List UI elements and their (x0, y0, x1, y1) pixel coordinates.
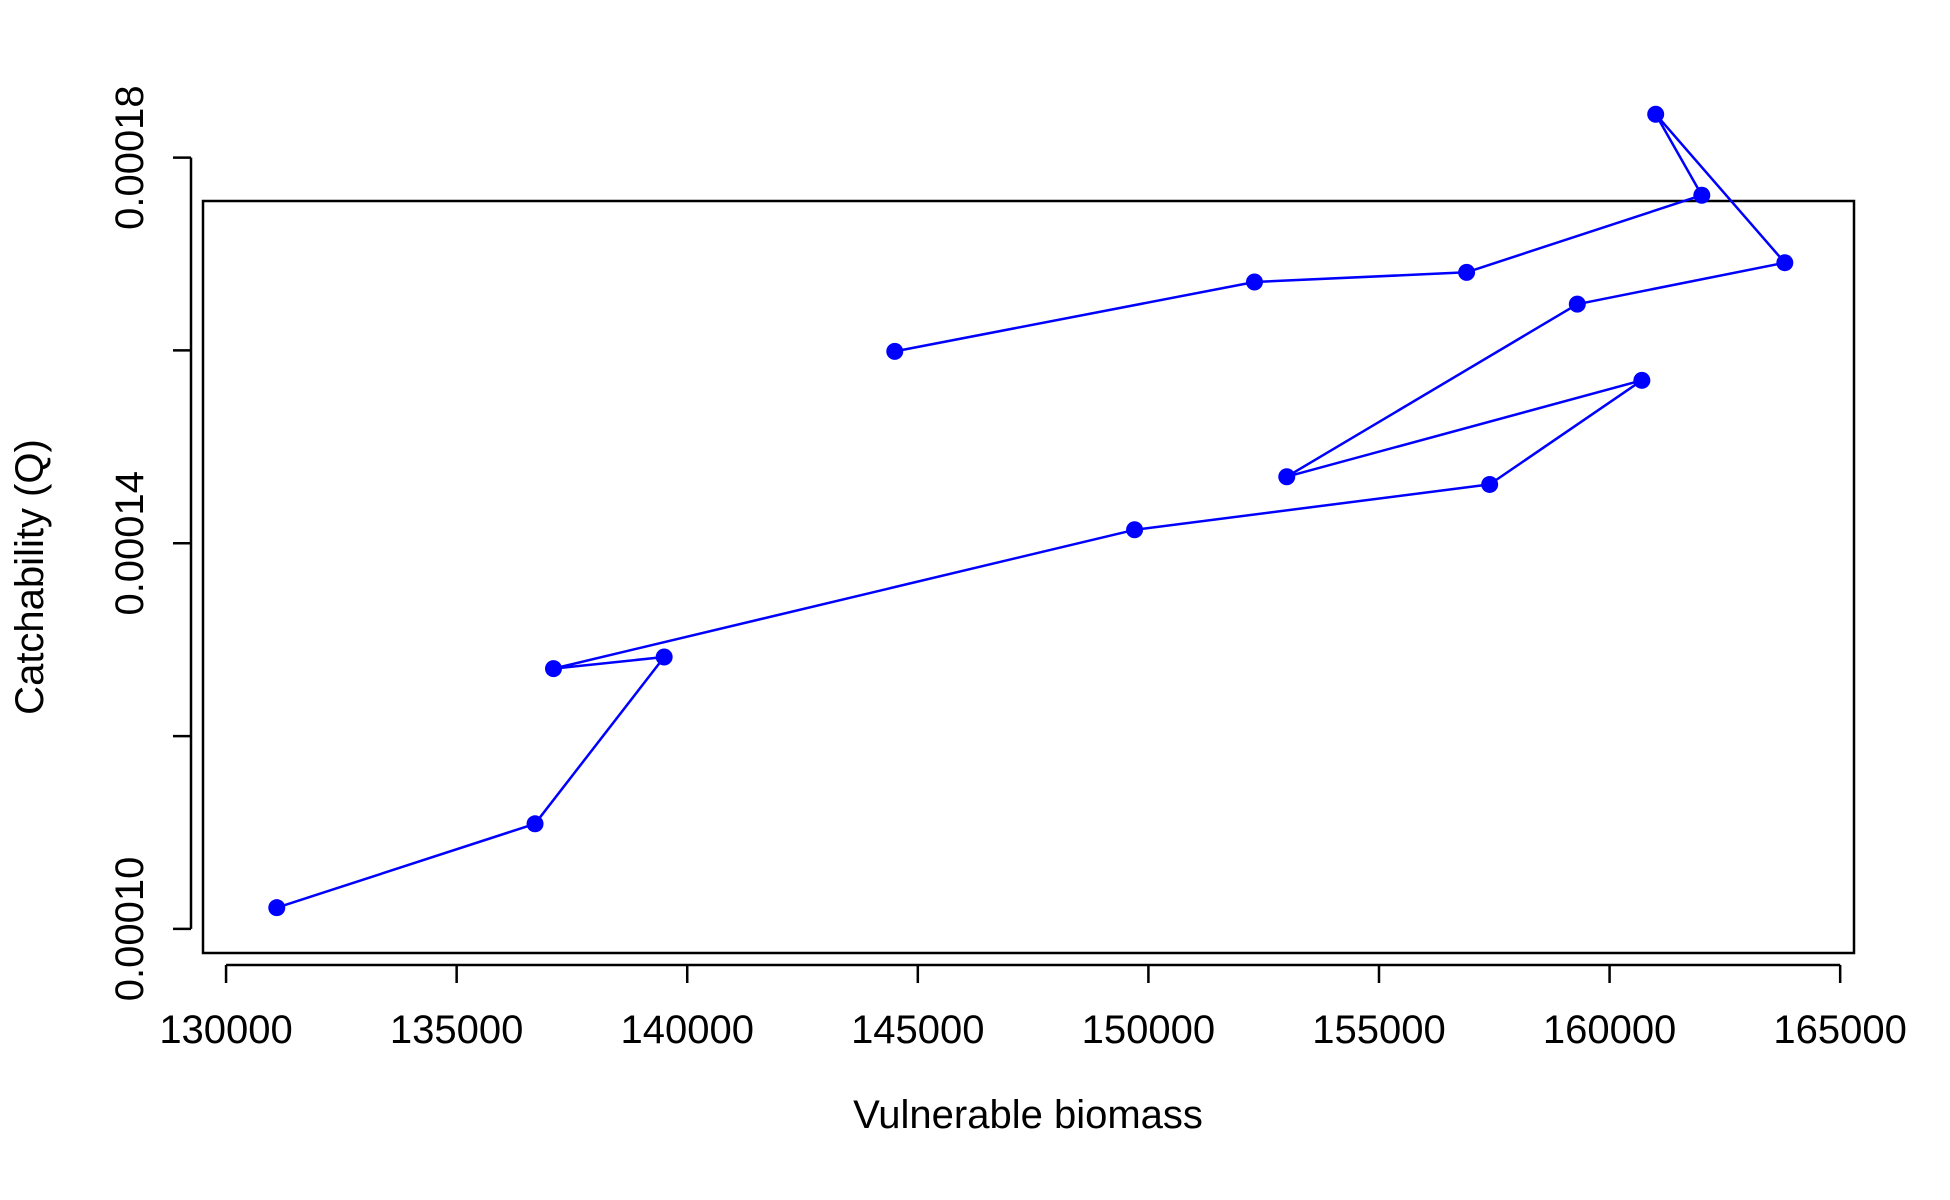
x-tick-label: 135000 (390, 1008, 523, 1052)
x-axis-title: Vulnerable biomass (853, 1093, 1203, 1137)
data-point (1633, 371, 1651, 389)
series-line (276, 112, 1787, 909)
y-axis-title: Catchability (Q) (8, 439, 52, 715)
x-tick-label: 160000 (1543, 1008, 1676, 1052)
data-point (1693, 186, 1711, 204)
data-point (1776, 254, 1794, 272)
data-point (886, 342, 904, 360)
x-tick-label: 145000 (851, 1008, 984, 1052)
y-tick-label: 0.00014 (108, 471, 152, 616)
x-tick-label: 155000 (1312, 1008, 1445, 1052)
y-tick-label: 0.00010 (108, 857, 152, 1002)
data-point (544, 660, 562, 678)
plot-frame (201, 199, 1856, 955)
x-tick-label: 150000 (1082, 1008, 1215, 1052)
data-point (268, 899, 286, 917)
x-axis: 130000 135000 140000 145000 150000 155000 1600… (159, 963, 1907, 1052)
data-point (1278, 468, 1296, 486)
y-axis: 0.00010 0.00014 0.00018 (108, 85, 193, 1002)
series-layer (268, 105, 1794, 917)
data-point (1481, 475, 1499, 493)
data-point (526, 815, 544, 833)
data-point (655, 648, 673, 666)
data-point (1647, 105, 1665, 123)
data-point (1458, 263, 1476, 281)
data-point (1245, 273, 1263, 291)
x-tick-label: 130000 (159, 1008, 292, 1052)
data-point (1568, 295, 1586, 313)
data-point (1126, 521, 1144, 539)
x-tick-label: 140000 (620, 1008, 753, 1052)
y-tick-label: 0.00018 (108, 85, 152, 230)
x-tick-label: 165000 (1773, 1008, 1906, 1052)
